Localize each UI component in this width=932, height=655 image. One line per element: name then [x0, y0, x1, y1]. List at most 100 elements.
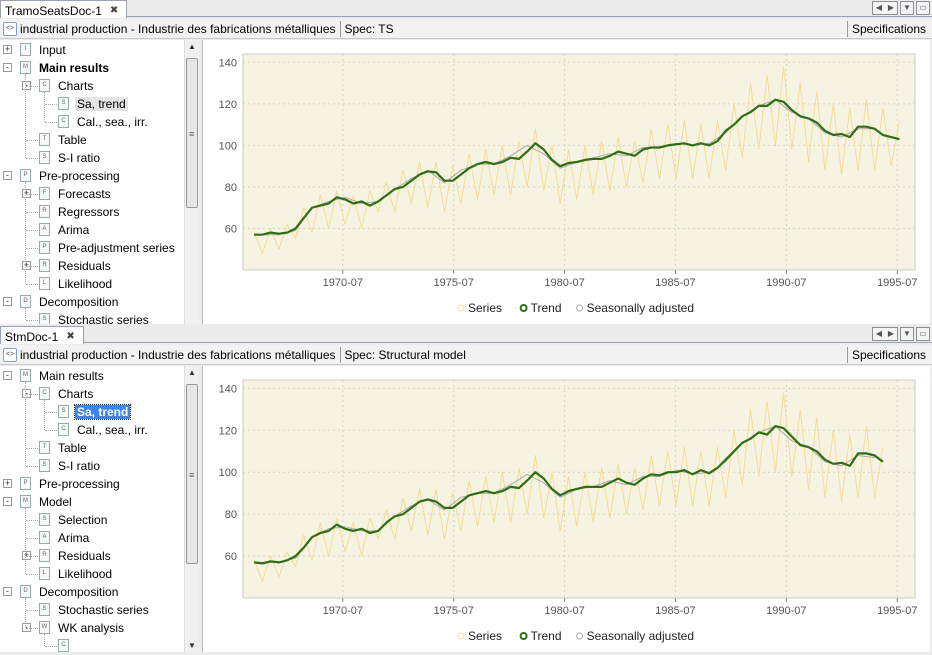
collapse-icon[interactable]: - — [3, 371, 12, 380]
tree-connector — [26, 194, 38, 195]
expand-icon[interactable]: + — [22, 188, 31, 198]
scroll-left-icon[interactable]: ◀ — [875, 3, 883, 12]
tree-connector — [26, 86, 38, 87]
specifications-button[interactable]: Specifications — [846, 347, 926, 363]
tree-connector — [26, 284, 38, 285]
tree-node-stochastic-series[interactable]: S Stochastic series — [0, 311, 184, 324]
tree-node-likelihood[interactable]: L Likelihood — [0, 565, 184, 583]
maximize-icon[interactable]: ▭ — [916, 1, 930, 15]
tree-node-residuals[interactable]: + R Residuals — [0, 547, 184, 565]
scroll-up-icon[interactable]: ▲ — [188, 42, 196, 51]
code-icon[interactable]: <> — [3, 347, 17, 362]
node-s-i-ratio-icon: S — [39, 459, 50, 472]
node-selection-icon: S — [39, 513, 50, 526]
legend-label-trend: Trend — [531, 301, 562, 315]
tree-scrollbar[interactable]: ▲ ≡ — [184, 40, 199, 324]
close-icon[interactable]: ✖ — [109, 5, 119, 16]
specifications-button[interactable]: Specifications — [846, 21, 926, 37]
expand-icon[interactable]: + — [22, 550, 31, 560]
x-tick-label: 1995-07 — [877, 277, 917, 289]
spec-label[interactable]: Spec: TS — [344, 21, 394, 36]
tree-node-sa-trend[interactable]: S Sa, trend — [0, 95, 184, 113]
collapse-icon[interactable]: - — [22, 81, 31, 90]
tab-stmdoc[interactable]: StmDoc-1 ✖ — [0, 326, 84, 344]
scroll-right-icon[interactable]: ▶ — [887, 329, 895, 338]
tree-node-node[interactable]: C — [0, 637, 184, 652]
tree-node-s-i-ratio[interactable]: S S-I ratio — [0, 457, 184, 475]
x-tick-label: 1970-07 — [323, 277, 363, 289]
tree-node-likelihood[interactable]: L Likelihood — [0, 275, 184, 293]
spec-label[interactable]: Spec: Structural model — [344, 347, 466, 362]
tree-node-pre-processing[interactable]: + P Pre-processing — [0, 475, 184, 493]
tree-node-model[interactable]: - M Model — [0, 493, 184, 511]
collapse-icon[interactable]: - — [3, 297, 12, 306]
tree-node-table[interactable]: T Table — [0, 131, 184, 149]
tab-scroll-buttons[interactable]: ◀ ▶ — [872, 1, 898, 15]
collapse-icon[interactable]: - — [3, 587, 12, 596]
tree-node-decomposition[interactable]: - D Decomposition — [0, 293, 184, 311]
collapse-icon[interactable]: - — [22, 623, 31, 632]
node-decomposition-icon: D — [20, 585, 31, 598]
code-icon[interactable]: <> — [3, 21, 17, 36]
tree-node-pre-adjustment-series[interactable]: P Pre-adjustment series — [0, 239, 184, 257]
tab-scroll-buttons[interactable]: ◀ ▶ — [872, 327, 898, 341]
legend-label-series: Series — [468, 301, 502, 315]
node-cal-sea-irr-icon: C — [58, 423, 69, 436]
maximize-icon[interactable]: ▭ — [916, 327, 930, 341]
tree-node-arima[interactable]: A Arima — [0, 529, 184, 547]
tab-list-dropdown-icon[interactable]: ▼ — [900, 327, 914, 341]
tree-node-regressors[interactable]: R Regressors — [0, 203, 184, 221]
tree-connector — [26, 158, 38, 159]
expand-icon[interactable]: + — [22, 260, 31, 270]
tree-guide-line — [44, 400, 45, 430]
tree-node-stochastic-series[interactable]: S Stochastic series — [0, 601, 184, 619]
tree-node-main-results[interactable]: - M Main results — [0, 367, 184, 385]
tree-node-sa-trend[interactable]: S Sa, trend — [0, 403, 184, 421]
tree-node-main-results[interactable]: - M Main results — [0, 59, 184, 77]
scrollbar-thumb[interactable]: ≡ — [186, 58, 198, 208]
node-forecasts-icon: F — [39, 187, 50, 200]
tree-node-forecasts[interactable]: + F Forecasts — [0, 185, 184, 203]
scroll-right-icon[interactable]: ▶ — [887, 3, 895, 12]
tree-node-cal-sea-irr[interactable]: C Cal., sea., irr. — [0, 113, 184, 131]
grip-icon: ≡ — [189, 470, 195, 480]
tree-node-arima[interactable]: A Arima — [0, 221, 184, 239]
close-icon[interactable]: ✖ — [66, 331, 75, 342]
tree-connector — [26, 520, 38, 521]
tree-connector — [26, 212, 38, 213]
tree-node-input[interactable]: + I Input — [0, 41, 184, 59]
node-residuals-icon: R — [39, 259, 50, 272]
tree-node-residuals[interactable]: + R Residuals — [0, 257, 184, 275]
collapse-icon[interactable]: - — [22, 389, 31, 398]
collapse-icon[interactable]: - — [3, 497, 12, 506]
tree-node-cal-sea-irr[interactable]: C Cal., sea., irr. — [0, 421, 184, 439]
document-title: industrial production - Industrie des fa… — [20, 346, 341, 363]
y-tick-label: 100 — [219, 467, 237, 479]
tree-guide-line — [44, 92, 45, 122]
tree-node-charts[interactable]: - C Charts — [0, 385, 184, 403]
tree-connector — [26, 574, 38, 575]
tree-scrollbar[interactable]: ▲ ≡ ▼ — [184, 366, 199, 652]
collapse-icon[interactable]: - — [3, 171, 12, 180]
scroll-up-icon[interactable]: ▲ — [188, 368, 196, 377]
expand-icon[interactable]: + — [3, 44, 12, 54]
results-tree: - M Main results - C Charts S Sa, trend C Cal., s… — [0, 366, 184, 652]
tree-guide-line — [25, 598, 26, 628]
tree-node-charts[interactable]: - C Charts — [0, 77, 184, 95]
node-stochastic-series-icon: S — [39, 603, 50, 616]
tab-tramoseatsdoc[interactable]: TramoSeatsDoc-1 ✖ — [0, 0, 128, 18]
tree-node-wk-analysis[interactable]: - W WK analysis — [0, 619, 184, 637]
tree-guide-line — [44, 634, 45, 646]
expand-icon[interactable]: + — [3, 478, 12, 488]
collapse-icon[interactable]: - — [3, 63, 12, 72]
tree-node-table[interactable]: T Table — [0, 439, 184, 457]
scrollbar-thumb[interactable]: ≡ — [186, 384, 198, 564]
tree-node-label: Decomposition — [39, 295, 119, 309]
tree-node-selection[interactable]: S Selection — [0, 511, 184, 529]
tree-node-s-i-ratio[interactable]: S S-I ratio — [0, 149, 184, 167]
scroll-left-icon[interactable]: ◀ — [875, 329, 883, 338]
tab-list-dropdown-icon[interactable]: ▼ — [900, 1, 914, 15]
tree-node-pre-processing[interactable]: - P Pre-processing — [0, 167, 184, 185]
tree-node-decomposition[interactable]: - D Decomposition — [0, 583, 184, 601]
scroll-down-icon[interactable]: ▼ — [188, 641, 196, 650]
